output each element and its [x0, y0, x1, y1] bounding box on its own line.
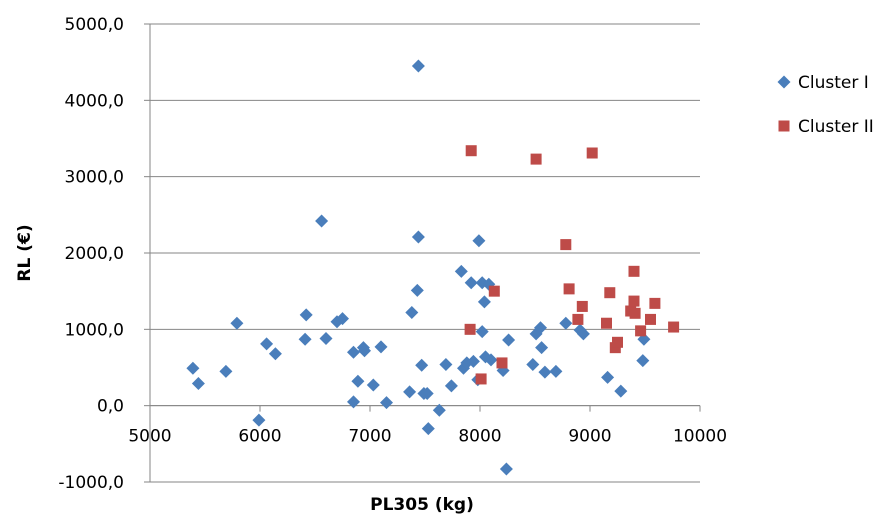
cluster-i-point [415, 358, 429, 372]
cluster-i-point [421, 422, 435, 436]
cluster-i-point [405, 306, 419, 320]
cluster-ii-point [563, 283, 575, 295]
cluster-i-point [614, 384, 628, 398]
legend-label-cluster-ii: Cluster II [798, 117, 874, 137]
x-tick-labels: 5000 6000 7000 8000 9000 10000 [128, 427, 727, 447]
cluster-ii-point [488, 285, 500, 297]
cluster-ii-point [465, 145, 477, 157]
cluster-i-point [219, 364, 233, 378]
cluster-i-point [374, 340, 388, 354]
cluster-i-point [534, 321, 547, 335]
gridlines [150, 23, 700, 483]
cluster-i-point [502, 333, 516, 347]
cluster-ii-point [601, 317, 612, 329]
y-tick-label: 5000,0 [65, 15, 124, 35]
cluster-i-point [499, 462, 513, 476]
cluster-ii-point [530, 153, 542, 165]
cluster-i-point [549, 364, 563, 378]
cluster-i-point [260, 337, 274, 351]
y-tick-label: 4000,0 [65, 91, 124, 111]
cluster-i-point [466, 354, 480, 368]
cluster-ii-point [629, 307, 641, 319]
cluster-i-point [411, 230, 425, 244]
cluster-ii-point [628, 295, 640, 307]
x-tick-label: 5000 [128, 427, 171, 447]
cluster-i-point [576, 327, 590, 341]
x-tick-label: 9000 [568, 427, 611, 447]
cluster-ii-point [635, 325, 647, 337]
cluster-i-point [475, 325, 489, 339]
y-tick-label: 2000,0 [65, 244, 124, 264]
y-tick-label: 3000,0 [65, 168, 124, 188]
cluster-i-point [636, 354, 650, 368]
cluster-i-point [432, 403, 446, 417]
cluster-i-point [380, 396, 393, 410]
cluster-i-point [186, 361, 200, 375]
cluster-ii-point [496, 357, 508, 369]
cluster-i-point [526, 357, 540, 371]
cluster-i-point [315, 214, 329, 228]
legend-item-cluster-ii: Cluster II [778, 117, 874, 137]
cluster-i-point [336, 312, 349, 326]
cluster-ii-point [604, 287, 616, 299]
cluster-ii-point [668, 321, 680, 333]
cluster-ii-point [628, 265, 640, 277]
legend-marker-cluster-ii [778, 120, 790, 132]
data-points [186, 59, 680, 476]
x-tick-label: 8000 [458, 427, 501, 447]
cluster-ii-point [560, 239, 572, 251]
cluster-i-point [299, 308, 313, 322]
cluster-i-point [538, 365, 552, 379]
cluster-i-point [252, 413, 266, 427]
legend: Cluster I Cluster II [777, 73, 874, 137]
x-tick-label: 6000 [238, 427, 281, 447]
cluster-i-point [298, 332, 312, 346]
cluster-i-point [559, 316, 573, 330]
axes [144, 23, 701, 483]
cluster-ii-point [475, 373, 487, 385]
legend-marker-cluster-i [777, 75, 791, 89]
y-tick-label: 0,0 [97, 397, 124, 417]
y-axis-title: RL (€) [15, 224, 35, 281]
x-tick-label: 10000 [673, 427, 727, 447]
cluster-ii-point [586, 147, 598, 159]
cluster-i-point [351, 374, 365, 388]
cluster-i-point [366, 378, 380, 392]
y-tick-label: 1000,0 [65, 320, 124, 340]
cluster-i-point [420, 386, 434, 400]
legend-label-cluster-i: Cluster I [798, 73, 869, 93]
x-tick-label: 7000 [348, 427, 391, 447]
cluster-ii-point [576, 300, 588, 312]
legend-item-cluster-i: Cluster I [777, 73, 869, 93]
cluster-i-point [535, 341, 549, 355]
cluster-i-point [403, 385, 417, 399]
cluster-i-point [347, 395, 360, 409]
cluster-i-point [454, 264, 468, 278]
cluster-ii-point [612, 336, 623, 348]
cluster-i-point [230, 316, 244, 330]
cluster-i-point [439, 357, 453, 371]
cluster-ii-point [649, 297, 661, 309]
y-tick-labels: -1000,0 0,0 1000,0 2000,0 3000,0 4000,0 5000,0 [58, 15, 124, 493]
cluster-i-point [411, 59, 425, 73]
cluster-i-point [347, 345, 360, 359]
cluster-i-point [472, 234, 486, 248]
cluster-i-point [477, 295, 491, 309]
cluster-ii-point [464, 323, 476, 335]
cluster-ii-point [572, 313, 584, 325]
cluster-i-point [484, 353, 498, 367]
cluster-i-point [268, 347, 282, 361]
cluster-i-point [601, 370, 615, 384]
x-axis-title: PL305 (kg) [370, 495, 474, 515]
cluster-i-point [410, 283, 424, 297]
cluster-i-point [319, 331, 333, 345]
cluster-ii-point [645, 313, 656, 325]
cluster-i-point [444, 379, 458, 393]
cluster-i-point [464, 276, 478, 290]
y-tick-label: -1000,0 [58, 473, 124, 493]
cluster-i-point [358, 344, 371, 358]
cluster-i-point [191, 377, 205, 391]
